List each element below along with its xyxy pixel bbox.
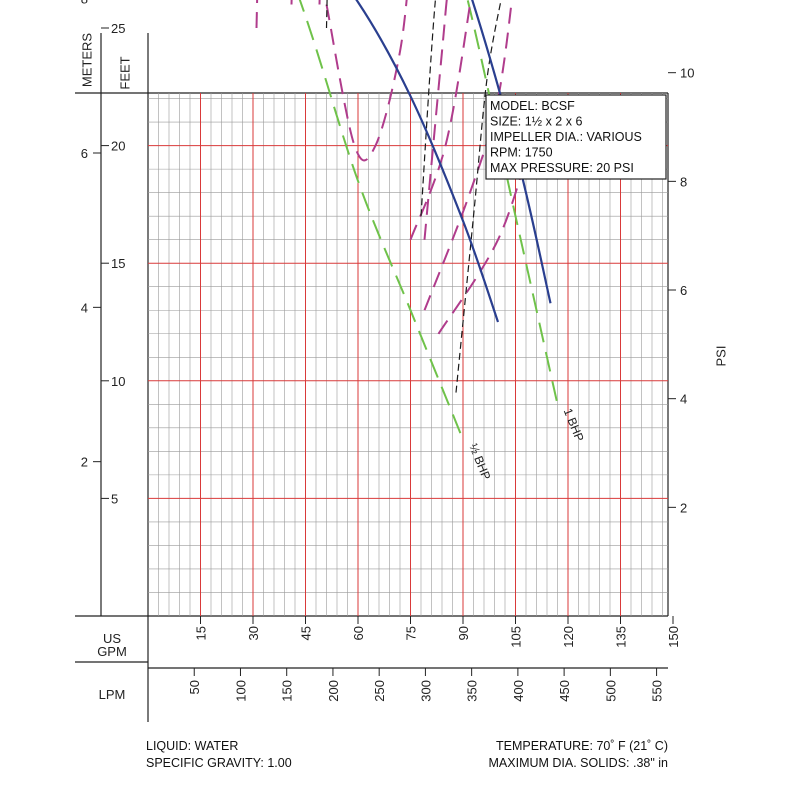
- info-box-line: MODEL: BCSF: [490, 99, 575, 113]
- efficiency-curve: [423, 0, 513, 311]
- gpm-tick-label: 45: [299, 626, 314, 640]
- gpm-tick-label: 120: [561, 626, 576, 648]
- info-box-line: SIZE: 1½ x 2 x 6: [490, 115, 582, 129]
- temperature-label: TEMPERATURE: 70˚ F (21˚ C): [495, 739, 668, 753]
- feet-tick-label: 20: [111, 139, 125, 154]
- lpm-tick-label: 400: [511, 680, 526, 702]
- curves-layer: [255, 0, 559, 440]
- lpm-tick-label: 300: [418, 680, 433, 702]
- gpm-tick-label: 135: [614, 626, 629, 648]
- lpm-tick-label: 550: [650, 680, 665, 702]
- meters-tick-label: 6: [81, 146, 88, 161]
- head-curve: [355, 0, 500, 323]
- lpm-tick-label: 150: [280, 680, 295, 702]
- gpm-tick-label: 60: [351, 626, 366, 640]
- gpm-tick-label: 30: [246, 626, 261, 640]
- psi-tick-label: 4: [680, 392, 687, 407]
- feet-axis-label: FEET: [117, 56, 132, 89]
- bhp-curve-label: ½ BHP: [466, 441, 493, 481]
- feet-tick-label: 5: [111, 491, 118, 506]
- gpm-axis-label-line2: GPM: [97, 644, 127, 659]
- lpm-tick-label: 250: [372, 680, 387, 702]
- meters-tick-label: 8: [81, 0, 88, 7]
- feet-tick-label: 15: [111, 256, 125, 271]
- efficiency-curve: [255, 0, 259, 29]
- chart-frame: [75, 33, 669, 722]
- psi-axis-label: PSI: [713, 346, 728, 367]
- feet-tick-label: 25: [111, 21, 125, 36]
- psi-tick-label: 8: [680, 174, 687, 189]
- max-solids-label: MAXIMUM DIA. SOLIDS: .38" in: [488, 756, 668, 770]
- efficiency-curve: [290, 0, 293, 5]
- efficiency-curve: [325, 0, 408, 162]
- lpm-tick-label: 200: [326, 680, 341, 702]
- psi-tick-label: 6: [680, 283, 687, 298]
- npshr-curve: [420, 0, 437, 217]
- efficiency-curve: [437, 133, 534, 335]
- axes-labels: METERSFEET246810121451015202530354045246…: [79, 0, 728, 702]
- info-box-line: MAX PRESSURE: 20 PSI: [490, 161, 634, 175]
- lpm-tick-label: 500: [603, 680, 618, 702]
- psi-tick-label: 10: [680, 66, 694, 81]
- bhp-curve-label: 1 BHP: [561, 406, 587, 443]
- lpm-tick-label: 100: [233, 680, 248, 702]
- minor-grid: [148, 93, 668, 616]
- gpm-tick-label: 75: [404, 626, 419, 640]
- gpm-tick-label: 105: [509, 626, 524, 648]
- meters-tick-label: 2: [81, 455, 88, 470]
- gpm-tick-label: 150: [666, 626, 681, 648]
- info-box-line: RPM: 1750: [490, 146, 553, 160]
- specific-gravity-label: SPECIFIC GRAVITY: 1.00: [146, 756, 292, 770]
- npshr-curve: [455, 0, 502, 393]
- meters-axis-label: METERS: [79, 33, 94, 88]
- bhp-curve: [466, 0, 559, 405]
- gpm-tick-label: 15: [194, 626, 209, 640]
- liquid-label: LIQUID: WATER: [146, 739, 239, 753]
- info-box-line: IMPELLER DIA.: VARIOUS: [490, 130, 642, 144]
- lpm-tick-label: 50: [187, 680, 202, 694]
- efficiency-curve: [318, 0, 321, 5]
- gpm-tick-label: 90: [456, 626, 471, 640]
- bhp-curve: [298, 0, 464, 440]
- conditions-info: TEMPERATURE: 70˚ F (21˚ C) MAXIMUM DIA. …: [489, 738, 668, 772]
- liquid-info: LIQUID: WATER SPECIFIC GRAVITY: 1.00: [146, 738, 292, 772]
- info-box-frame: [485, 94, 667, 180]
- gpm-axis-label-line1: US: [103, 631, 121, 646]
- meters-tick-label: 4: [81, 300, 88, 315]
- lpm-tick-label: 350: [465, 680, 480, 702]
- feet-tick-label: 10: [111, 374, 125, 389]
- lpm-tick-label: 450: [557, 680, 572, 702]
- psi-tick-label: 2: [680, 500, 687, 515]
- lpm-axis-label: LPM: [99, 687, 126, 702]
